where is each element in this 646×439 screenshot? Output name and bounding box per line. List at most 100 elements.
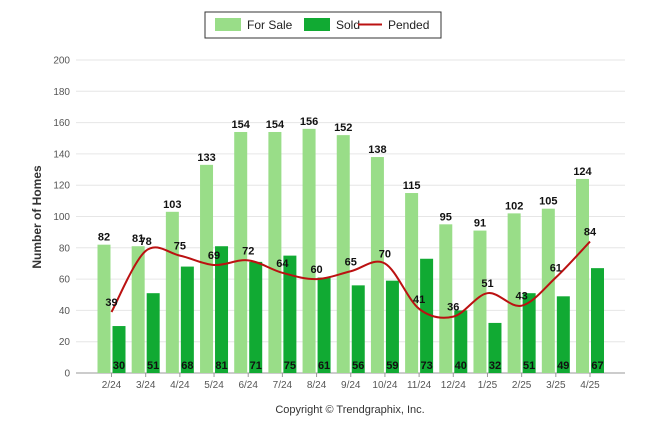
x-tick-label: 3/24 bbox=[136, 380, 156, 391]
bar-for-sale bbox=[97, 244, 111, 373]
y-tick-label: 140 bbox=[53, 149, 70, 160]
pended-line bbox=[110, 240, 591, 319]
x-tick-label: 2/25 bbox=[512, 380, 532, 391]
bar-sold bbox=[351, 285, 365, 373]
series-line-pended bbox=[110, 240, 591, 319]
bar-for-sale bbox=[439, 224, 453, 373]
bar-for-sale bbox=[576, 178, 589, 373]
data-label-pended: 43 bbox=[516, 291, 528, 303]
bar-sold bbox=[556, 296, 570, 373]
data-label-for-sale: 103 bbox=[163, 199, 181, 211]
bars bbox=[97, 128, 604, 373]
bar-for-sale bbox=[268, 131, 282, 373]
bar-for-sale bbox=[370, 157, 384, 373]
bar-sold bbox=[454, 310, 468, 373]
legend: For Sale Sold Pended bbox=[204, 11, 442, 39]
data-label-pended: 84 bbox=[584, 227, 597, 239]
data-label-for-sale: 156 bbox=[300, 116, 318, 128]
x-axis: 2/24 3/24 4/24 5/24 6/24 7/24 8/24 9/24 10/24 11/… bbox=[102, 373, 600, 391]
data-label-sold: 49 bbox=[557, 360, 569, 372]
x-tick-label: 9/24 bbox=[341, 380, 361, 391]
data-label-pended: 39 bbox=[105, 297, 117, 309]
bar-sold bbox=[249, 261, 263, 373]
legend-label-sold: Sold bbox=[336, 18, 360, 32]
x-tick-label: 2/24 bbox=[102, 380, 122, 391]
data-label-sold: 51 bbox=[523, 360, 535, 372]
x-tick-label: 6/24 bbox=[238, 380, 258, 391]
y-tick-label: 200 bbox=[53, 56, 70, 67]
data-label-pended: 36 bbox=[447, 302, 459, 314]
data-label-for-sale: 105 bbox=[539, 196, 557, 208]
legend-swatch-sold bbox=[304, 18, 330, 31]
data-label-pended: 65 bbox=[345, 256, 357, 268]
data-label-sold: 30 bbox=[113, 360, 125, 372]
bar-sold bbox=[591, 268, 604, 373]
bar-for-sale bbox=[405, 193, 419, 373]
bar-for-sale bbox=[302, 128, 316, 373]
data-label-pended: 51 bbox=[481, 278, 493, 290]
bar-sold bbox=[522, 293, 536, 373]
data-label-for-sale: 124 bbox=[573, 166, 592, 178]
data-label-for-sale: 154 bbox=[266, 119, 285, 131]
bar-sold bbox=[112, 326, 126, 373]
data-label-for-sale: 154 bbox=[232, 119, 251, 131]
x-tick-label: 8/24 bbox=[307, 380, 327, 391]
data-label-sold: 71 bbox=[250, 360, 262, 372]
data-label-sold: 67 bbox=[591, 360, 603, 372]
bar-sold bbox=[385, 280, 399, 373]
data-label-sold: 81 bbox=[215, 360, 227, 372]
x-tick-label: 4/25 bbox=[580, 380, 600, 391]
data-label-pended: 69 bbox=[208, 250, 220, 262]
bar-sold bbox=[146, 293, 160, 373]
bar-sold bbox=[180, 266, 194, 373]
legend-label-for-sale: For Sale bbox=[247, 18, 293, 32]
x-tick-label: 7/24 bbox=[273, 380, 293, 391]
bar-for-sale bbox=[541, 208, 555, 373]
y-tick-label: 20 bbox=[59, 337, 71, 348]
legend-swatch-for-sale bbox=[215, 18, 241, 31]
data-label-sold: 51 bbox=[147, 360, 159, 372]
data-label-for-sale: 95 bbox=[440, 211, 452, 223]
bar-sold bbox=[283, 255, 297, 373]
data-label-sold: 73 bbox=[420, 360, 432, 372]
bar-for-sale bbox=[336, 135, 350, 373]
data-label-pended: 61 bbox=[550, 263, 562, 275]
x-tick-label: 3/25 bbox=[546, 380, 566, 391]
data-label-sold: 32 bbox=[489, 360, 501, 372]
y-tick-label: 0 bbox=[64, 369, 70, 380]
y-tick-label: 60 bbox=[59, 275, 71, 286]
data-label-for-sale: 133 bbox=[197, 152, 215, 164]
x-tick-label: 4/24 bbox=[170, 380, 190, 391]
legend-label-pended: Pended bbox=[388, 18, 429, 32]
y-axis-title: Number of Homes bbox=[30, 165, 44, 269]
x-tick-label: 10/24 bbox=[372, 380, 397, 391]
data-label-pended: 41 bbox=[413, 294, 425, 306]
data-label-pended: 70 bbox=[379, 248, 391, 260]
copyright-text: Copyright © Trendgraphix, Inc. bbox=[275, 404, 424, 416]
data-label-pended: 64 bbox=[276, 258, 289, 270]
y-tick-label: 180 bbox=[53, 87, 70, 98]
bar-sold bbox=[317, 277, 331, 373]
y-axis: 0 20 40 60 80 100 120 140 160 180 200 bbox=[53, 56, 70, 380]
y-tick-label: 80 bbox=[59, 243, 71, 254]
bar-for-sale bbox=[234, 131, 248, 373]
data-label-sold: 40 bbox=[455, 360, 467, 372]
data-label-sold: 56 bbox=[352, 360, 364, 372]
data-label-pended: 78 bbox=[140, 236, 152, 248]
y-tick-label: 160 bbox=[53, 118, 70, 129]
data-label-pended: 72 bbox=[242, 245, 254, 257]
data-label-sold: 75 bbox=[284, 360, 296, 372]
bar-sold bbox=[215, 246, 229, 373]
x-tick-label: 12/24 bbox=[441, 380, 466, 391]
x-tick-label: 5/24 bbox=[204, 380, 224, 391]
bar-sold bbox=[420, 258, 434, 373]
data-label-for-sale: 102 bbox=[505, 200, 523, 212]
bar-sold bbox=[488, 322, 502, 373]
data-label-for-sale: 91 bbox=[474, 218, 486, 230]
data-label-for-sale: 152 bbox=[334, 122, 352, 134]
bar-for-sale bbox=[131, 246, 145, 373]
bar-for-sale bbox=[473, 230, 487, 373]
data-label-for-sale: 82 bbox=[98, 232, 110, 244]
data-label-pended: 60 bbox=[310, 264, 322, 276]
